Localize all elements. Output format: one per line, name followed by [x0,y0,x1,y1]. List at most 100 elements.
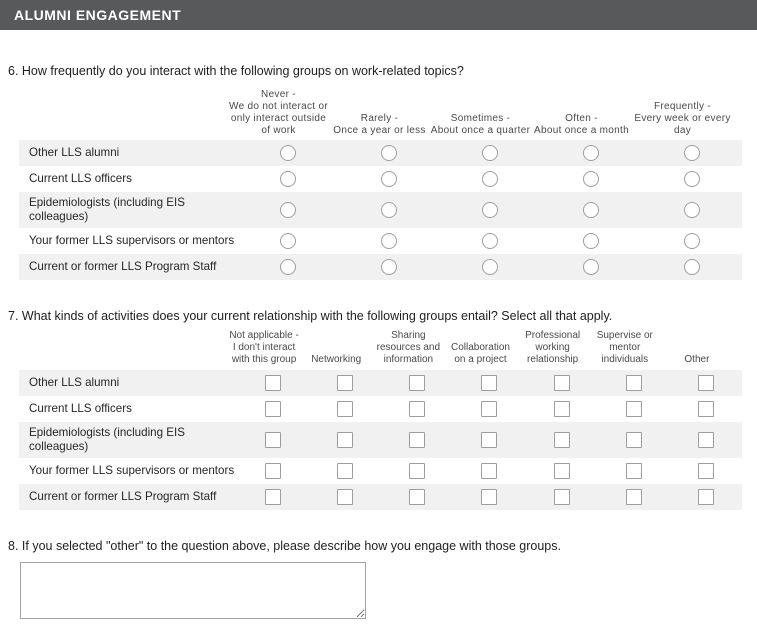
q7-checkbox[interactable] [481,400,498,417]
q7-checkbox[interactable] [553,400,570,417]
q6-column-header-rarely: Rarely - Once a year or less [333,113,426,136]
q7-column-header-supervise: Supervise or mentor individuals [596,330,653,365]
q7-checkbox[interactable] [481,462,498,479]
q6-radio-button[interactable] [481,258,498,275]
q7-row-program-staff: Current or former LLS Program Staff [19,484,742,510]
q6-radio-button[interactable] [279,201,296,218]
q6-radio-button[interactable] [481,232,498,249]
q6-radio-button[interactable] [582,170,599,187]
q6-radio-button[interactable] [683,258,700,275]
q6-row-label: Other LLS alumni [29,146,120,159]
q6-radio-button[interactable] [380,170,397,187]
q6-radio-button[interactable] [582,258,599,275]
q7-checkbox[interactable] [481,488,498,505]
q7-column-header-sharing: Sharing resources and information [376,330,441,365]
q7-checkbox[interactable] [697,400,714,417]
q6-radio-button[interactable] [683,144,700,161]
q6-radio-button[interactable] [683,201,700,218]
q7-checkbox[interactable] [337,431,354,448]
q7-column-header-collaboration: Collaboration on a project [451,342,510,365]
q6-row-label: Epidemiologists (including EIS colleague… [29,196,185,223]
q7-checkbox[interactable] [337,374,354,391]
q6-radio-button[interactable] [683,232,700,249]
q7-checkbox[interactable] [337,462,354,479]
q7-row-label: Current or former LLS Program Staff [29,490,217,503]
q6-radio-button[interactable] [481,170,498,187]
q6-frequency-matrix: Never - We do not interact or only intera… [19,79,742,280]
q7-checkbox[interactable] [409,488,426,505]
question-6-text: 6. How frequently do you interact with t… [8,64,464,78]
q6-row-program-staff: Current or former LLS Program Staff [19,254,742,280]
question-8-text: 8. If you selected "other" to the questi… [8,539,561,553]
q6-radio-button[interactable] [481,201,498,218]
section-header-bar: ALUMNI ENGAGEMENT [0,0,757,30]
q7-checkbox[interactable] [265,400,282,417]
q6-radio-button[interactable] [380,144,397,161]
q7-checkbox[interactable] [625,374,642,391]
q7-checkbox[interactable] [697,374,714,391]
q7-checkbox[interactable] [625,462,642,479]
q7-checkbox[interactable] [553,374,570,391]
q7-row-label: Epidemiologists (including EIS colleague… [29,426,185,453]
q6-radio-button[interactable] [279,258,296,275]
q7-checkbox[interactable] [625,431,642,448]
q6-radio-button[interactable] [481,144,498,161]
q6-row-label: Your former LLS supervisors or mentors [29,234,235,247]
q6-radio-button[interactable] [279,170,296,187]
q7-checkbox[interactable] [337,488,354,505]
q7-row-current-lls-officers: Current LLS officers [19,396,742,422]
q6-radio-button[interactable] [582,144,599,161]
q7-row-label: Other LLS alumni [29,376,120,389]
q7-checkbox[interactable] [409,431,426,448]
q6-row-other-lls-alumni: Other LLS alumni [19,140,742,166]
q7-header-empty [19,324,237,370]
q7-checkbox[interactable] [625,488,642,505]
q7-checkbox[interactable] [697,462,714,479]
q7-row-label: Current LLS officers [29,402,132,415]
q7-checkbox[interactable] [409,400,426,417]
q7-checkbox[interactable] [697,431,714,448]
q7-row-epidemiologists: Epidemiologists (including EIS colleague… [19,422,742,458]
q7-checkbox[interactable] [553,431,570,448]
q8-other-description-textarea[interactable] [20,562,366,619]
q7-checkbox[interactable] [265,488,282,505]
q6-row-epidemiologists: Epidemiologists (including EIS colleague… [19,192,742,228]
q6-row-former-supervisors: Your former LLS supervisors or mentors [19,228,742,254]
q7-checkbox[interactable] [265,462,282,479]
q6-radio-button[interactable] [380,232,397,249]
q7-checkbox[interactable] [553,462,570,479]
q7-checkbox[interactable] [481,431,498,448]
q7-checkbox[interactable] [409,462,426,479]
q6-column-header-sometimes: Sometimes - About once a quarter [430,113,531,136]
q6-header-row: Never - We do not interact or only intera… [19,79,742,140]
q6-radio-button[interactable] [380,258,397,275]
q6-column-header-often: Often - About once a month [534,113,629,136]
q6-column-header-never: Never - We do not interact or only intera… [229,89,328,136]
q7-checkbox[interactable] [697,488,714,505]
question-7-text: 7. What kinds of activities does your cu… [8,309,613,323]
q6-radio-button[interactable] [582,232,599,249]
q6-row-current-lls-officers: Current LLS officers [19,166,742,192]
q7-column-header-not-applicable: Not applicable - I don't interact with t… [229,330,299,365]
q7-row-label: Your former LLS supervisors or mentors [29,464,235,477]
q6-header-empty [19,79,237,140]
q6-radio-button[interactable] [582,201,599,218]
q7-checkbox[interactable] [409,374,426,391]
q7-header-row: Not applicable - I don't interact with t… [19,324,742,370]
q6-radio-button[interactable] [279,144,296,161]
q6-row-label: Current LLS officers [29,172,132,185]
q7-checkbox[interactable] [265,431,282,448]
q6-radio-button[interactable] [380,201,397,218]
q7-checkbox[interactable] [481,374,498,391]
q7-column-header-other: Other [684,354,710,365]
q7-checkbox[interactable] [625,400,642,417]
section-title: ALUMNI ENGAGEMENT [14,7,182,23]
q7-column-header-professional: Professional working relationship [525,330,581,365]
q7-checkbox[interactable] [265,374,282,391]
q6-row-label: Current or former LLS Program Staff [29,260,217,273]
q7-row-former-supervisors: Your former LLS supervisors or mentors [19,458,742,484]
q6-radio-button[interactable] [279,232,296,249]
q6-radio-button[interactable] [683,170,700,187]
q7-checkbox[interactable] [337,400,354,417]
q7-checkbox[interactable] [553,488,570,505]
